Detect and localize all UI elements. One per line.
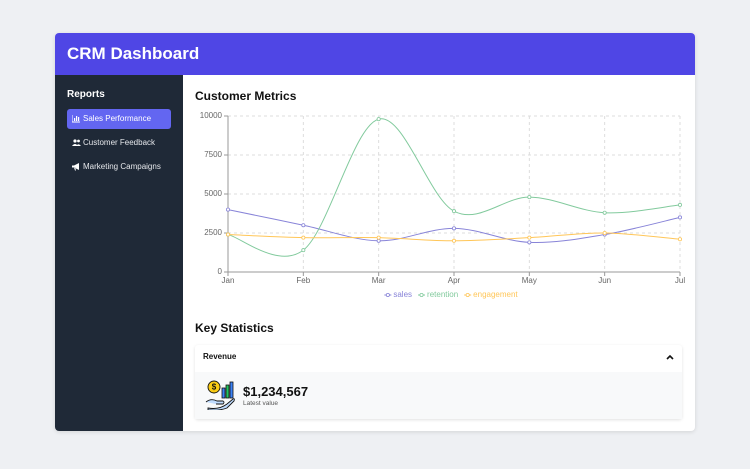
sidebar-title: Reports xyxy=(67,89,105,100)
y-tick-label: 0 xyxy=(218,267,223,276)
svg-text:$: $ xyxy=(212,383,217,392)
card-title: Revenue xyxy=(203,352,237,361)
point xyxy=(376,235,381,240)
x-tick-label: May xyxy=(522,276,537,285)
point xyxy=(301,223,306,228)
point xyxy=(451,238,456,243)
point xyxy=(376,117,381,122)
stat-value: $1,234,567 xyxy=(243,384,309,399)
y-tick-label: 5000 xyxy=(204,189,222,198)
point xyxy=(451,209,456,214)
x-tick-label: Jun xyxy=(598,276,611,285)
point xyxy=(677,237,682,242)
sidebar-icon xyxy=(72,115,80,123)
sidebar-item-label[interactable]: Customer Feedback xyxy=(83,138,156,147)
legend-label: retention xyxy=(427,290,458,299)
legend-label: sales xyxy=(393,290,412,299)
chart: 0 2500 5000 7500 10000 Jan Feb Mar Apr May Jun Jul s… xyxy=(200,111,686,299)
sidebar-item[interactable]: Sales Performance xyxy=(67,109,171,129)
section-title: Key Statistics xyxy=(195,321,274,335)
point xyxy=(677,202,682,207)
legend-icon xyxy=(465,292,470,297)
point xyxy=(677,215,682,220)
revenue-icon: $ xyxy=(205,380,235,410)
x-tick-label: Mar xyxy=(372,276,386,285)
x-tick-label: Feb xyxy=(296,276,310,285)
point xyxy=(451,226,456,231)
sidebar-item-label[interactable]: Marketing Campaigns xyxy=(83,162,161,171)
point xyxy=(301,235,306,240)
line xyxy=(227,118,681,257)
point xyxy=(226,207,231,212)
x-tick-label: Jan xyxy=(222,276,235,285)
collapse-icon[interactable] xyxy=(665,352,675,362)
chart-title: Customer Metrics xyxy=(195,89,297,103)
y-tick-label: 10000 xyxy=(200,111,223,120)
point xyxy=(527,235,532,240)
stat-card: Revenue $ $1,234,567 Latest value xyxy=(195,345,682,419)
point xyxy=(226,232,231,237)
legend-icon xyxy=(419,292,424,297)
sidebar-item[interactable]: Marketing Campaigns xyxy=(67,157,171,177)
sidebar-icon xyxy=(72,163,79,171)
sidebar-icon xyxy=(72,139,81,146)
sidebar: Reports Sales Performance Customer Feedba… xyxy=(55,75,183,431)
stat-caption: Latest value xyxy=(243,400,279,407)
point xyxy=(527,195,532,200)
point xyxy=(602,210,607,215)
point xyxy=(602,230,607,235)
sidebar-item[interactable]: Customer Feedback xyxy=(67,133,171,153)
app: CRM Dashboard Reports Sales Performance C… xyxy=(55,33,695,431)
card-body: $ $1,234,567 Latest value xyxy=(195,372,682,419)
x-tick-label: Apr xyxy=(448,276,461,285)
x-tick-label: Jul xyxy=(675,276,685,285)
sidebar-item-label[interactable]: Sales Performance xyxy=(83,114,152,123)
header-title: CRM Dashboard xyxy=(55,33,695,75)
point xyxy=(301,248,306,253)
y-tick-label: 2500 xyxy=(204,228,222,237)
legend-label: engagement xyxy=(473,290,518,299)
point xyxy=(527,240,532,245)
y-tick-label: 7500 xyxy=(204,150,222,159)
legend-icon xyxy=(385,292,390,297)
